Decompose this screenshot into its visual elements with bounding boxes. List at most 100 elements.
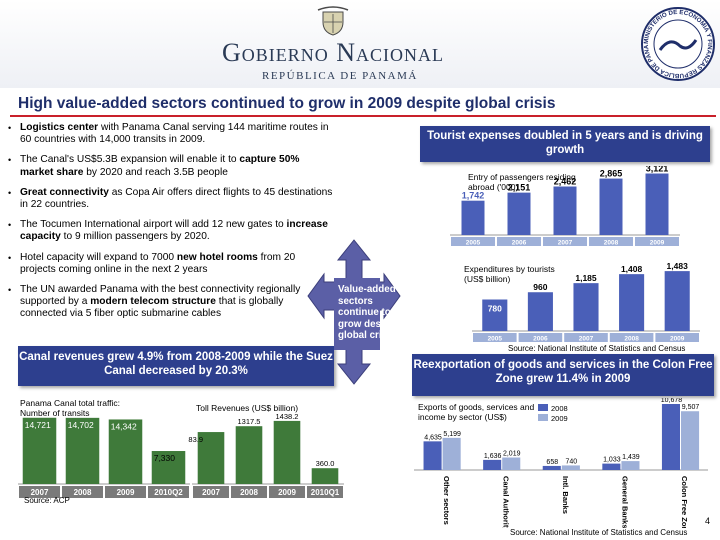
expenditures-chart: 780 2005 960 2006 1,185 2007 1,408 2008 1,483 200… (472, 262, 700, 343)
bar-2007 (197, 432, 225, 484)
bar-2008 (619, 274, 645, 331)
bar-2005 (461, 200, 485, 235)
category-label: 2008 (240, 488, 258, 497)
bar-2005 (482, 299, 508, 331)
category-label: 2007 (579, 336, 594, 343)
category-label: 2005 (488, 336, 503, 343)
bar-2009 (645, 173, 669, 235)
canal-traffic-chart: 14,721 2007 14,702 2008 14,342 2009 7,330 2010Q… (18, 417, 190, 498)
bar-2009 (108, 419, 143, 484)
value-label: 780 (488, 304, 502, 314)
bullet-item: Logistics center with Panama Canal servi… (8, 122, 333, 146)
bar-2008 (65, 417, 100, 484)
value-label: 7,330 (154, 453, 176, 463)
bar-2009-Colon Free Zone (681, 411, 700, 470)
category-label: 2009 (650, 240, 665, 247)
value-label: 14,342 (111, 421, 137, 431)
value-label: 2,865 (600, 169, 623, 179)
category-label: 2009 (278, 488, 296, 497)
bar-2008-Canal Authority (483, 459, 502, 470)
bullet-item: The Canal's US$5.3B expansion will enabl… (8, 154, 333, 178)
bar-2008-Intl. Banks (542, 465, 561, 470)
bar-2009-Other sectors (442, 437, 461, 470)
category-label: Canal Authority (501, 476, 510, 528)
bar-2010Q1 (311, 468, 339, 484)
government-title: Gobierno Nacional (222, 38, 445, 67)
value-label: 2,462 (554, 177, 577, 187)
passengers-chart-title: Entry of passengers residing abroad ('00… (468, 172, 576, 192)
bar-2008-Colon Free Zone (661, 403, 681, 470)
bar-2009-Intl. Banks (561, 465, 580, 470)
value-label: 1,636 (484, 453, 502, 460)
bar-2009-Canal Authority (502, 457, 521, 470)
value-label: 14,721 (25, 420, 51, 430)
canal-traffic-title: Panama Canal total traffic: Number of tr… (20, 398, 121, 418)
header-banner (0, 0, 720, 88)
canal-header: Canal revenues grew 4.9% from 2008-2009 … (18, 346, 334, 386)
value-label: 14,702 (68, 420, 94, 430)
category-label: 2010Q1 (311, 488, 340, 497)
government-subtitle: REPÚBLICA DE PANAMÁ (262, 70, 418, 82)
value-label: 1,185 (575, 273, 597, 283)
expenditures-source: Source: National Institute of Statistics… (508, 344, 686, 353)
bar-2007 (553, 186, 577, 235)
legend-label: 2008 (551, 404, 568, 413)
category-strip (62, 486, 103, 498)
bar-2006 (527, 292, 553, 331)
category-strip (635, 237, 679, 246)
value-label: 1317.5 (238, 417, 261, 426)
value-label: 960 (533, 282, 547, 292)
legend-swatch-2009 (538, 414, 548, 421)
category-strip (609, 333, 654, 342)
toll-revenues-chart: 1183.9 2007 1317.5 2008 1438.2 2009 360.0 2010Q… (188, 412, 344, 498)
bar-2009 (273, 420, 301, 484)
reexports-source: Source: National Institute of Statistics… (510, 528, 688, 537)
title-divider (10, 115, 716, 117)
passengers-chart: 1,742 2005 2,151 2006 2,462 2007 2,865 2008 3,12… (450, 166, 680, 247)
category-strip (655, 333, 699, 342)
category-label: 2008 (604, 240, 619, 247)
category-strip (19, 486, 60, 498)
four-way-arrow-icon (307, 239, 401, 385)
category-label: 2007 (558, 240, 573, 247)
expenditures-chart-title: Expenditures by tourists (US$ billion) (464, 264, 555, 284)
bar-2008 (235, 426, 263, 484)
category-strip (564, 333, 608, 342)
category-strip (451, 237, 495, 246)
category-strip (231, 486, 267, 498)
value-label: 1,033 (603, 457, 621, 464)
category-strip (518, 333, 563, 342)
category-strip (148, 486, 189, 498)
bar-2009-General Banks (621, 461, 640, 470)
value-label: 1,408 (621, 264, 643, 274)
legend-label: 2009 (551, 414, 568, 423)
category-strip (497, 237, 541, 246)
category-label: 2009 (670, 336, 685, 343)
category-strip (589, 237, 633, 246)
bullet-list: Logistics center with Panama Canal servi… (8, 122, 333, 329)
bullet-item: The UN awarded Panama with the best conn… (8, 284, 333, 321)
reexports-chart: 4,635 5,199 Other sectors 1,636 2,019 Canal A… (414, 398, 708, 528)
tourist-header: Tourist expenses doubled in 5 years and … (420, 126, 710, 162)
bullet-item: Hotel capacity will expand to 7000 new h… (8, 252, 333, 276)
category-strip (473, 333, 517, 342)
category-strip (193, 486, 229, 498)
page-number: 4 (704, 516, 710, 526)
value-label: 1,483 (667, 262, 689, 271)
category-label: 2007 (202, 488, 220, 497)
category-strip (307, 486, 343, 498)
value-label: 1438.2 (276, 412, 299, 421)
category-label: 2005 (466, 240, 481, 247)
legend-swatch-2008 (538, 404, 548, 411)
value-label: 1,439 (622, 454, 640, 461)
toll-revenues-title: Toll Revenues (US$ billion) (196, 403, 299, 413)
canal-source: Source: ACP (24, 496, 70, 505)
bar-2008-General Banks (602, 463, 621, 470)
value-label: 740 (566, 458, 578, 465)
bar-2006 (507, 192, 531, 235)
category-label: 2008 (624, 336, 639, 343)
category-label: General Banks (621, 476, 630, 528)
value-label: 3,121 (646, 166, 669, 174)
value-label: 1183.9 (188, 435, 203, 444)
bar-2007 (573, 283, 599, 331)
